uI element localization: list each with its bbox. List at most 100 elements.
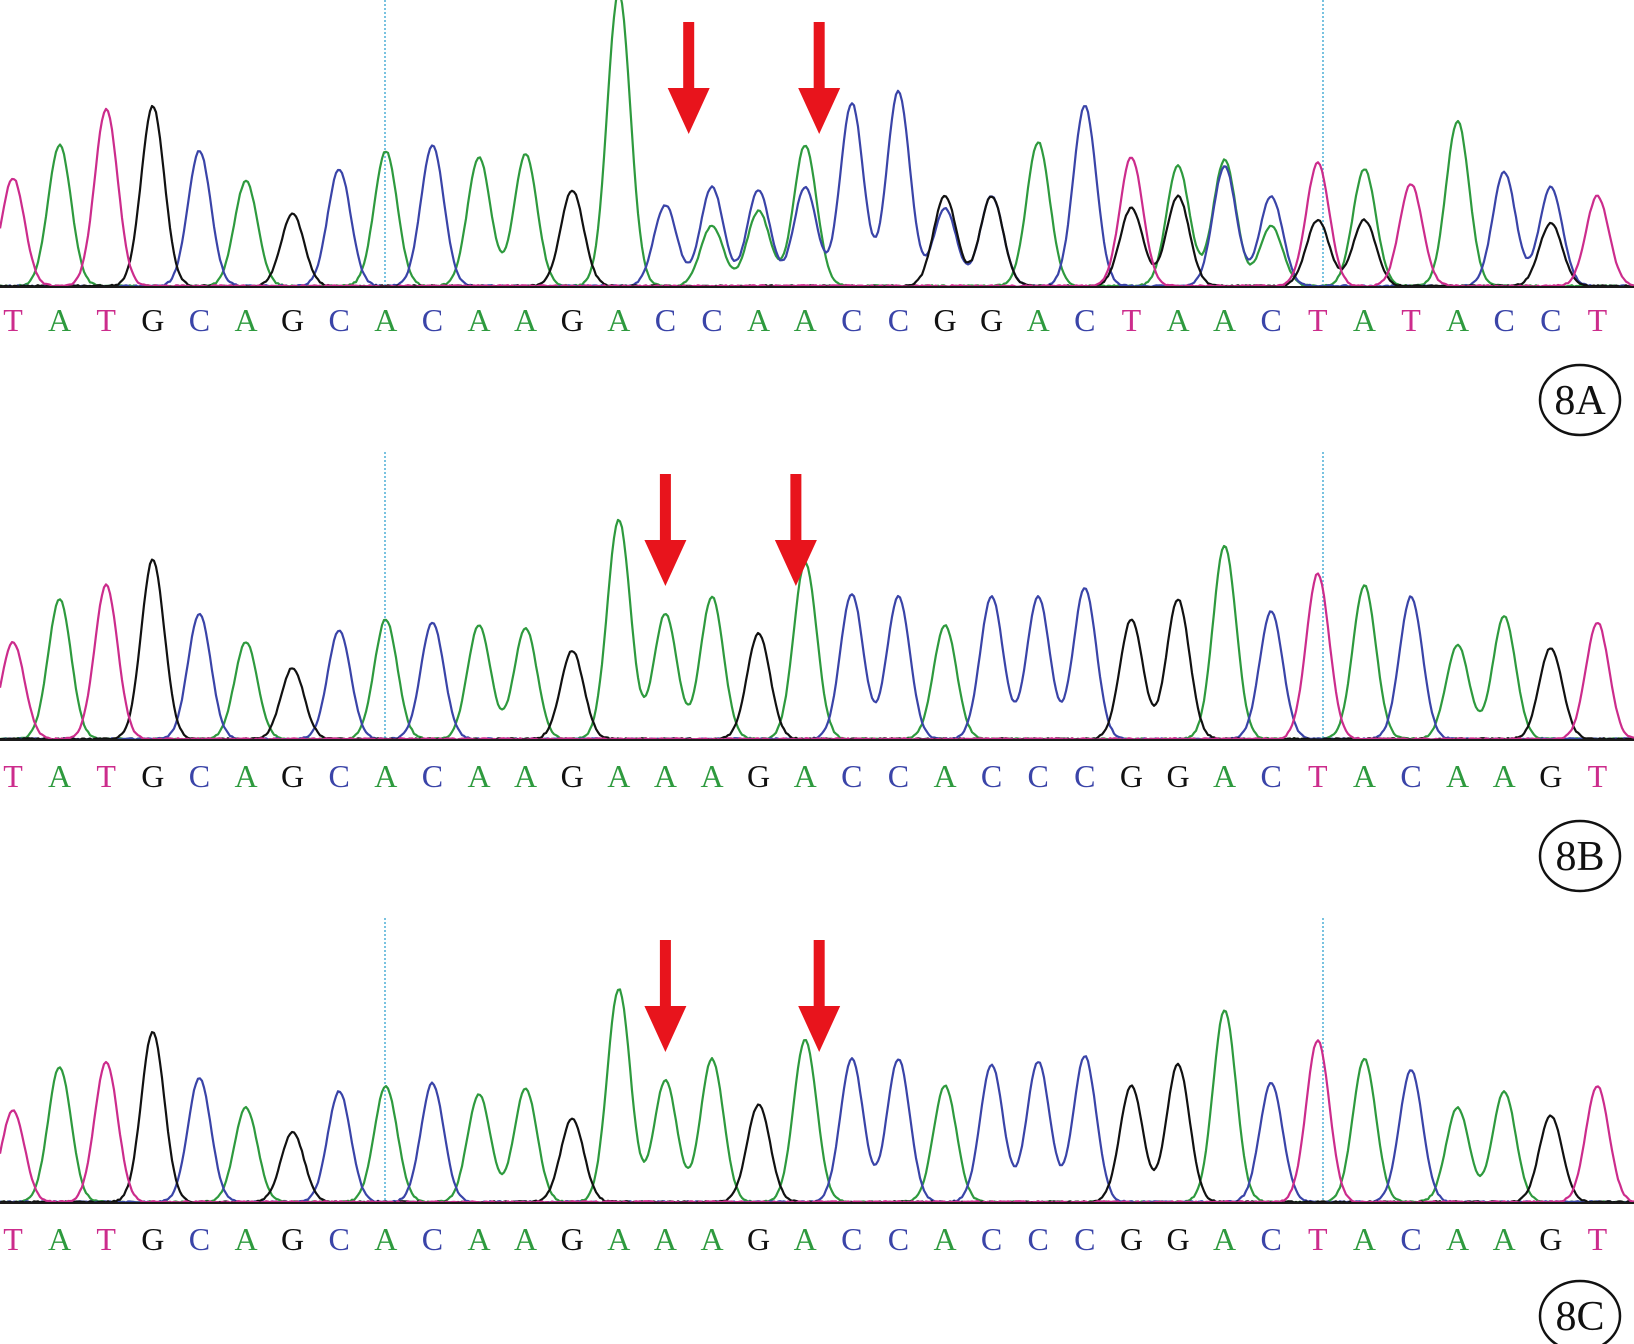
base-call-label: C	[422, 302, 443, 338]
base-call-label: A	[794, 758, 817, 794]
base-call-label: C	[1074, 1221, 1095, 1257]
base-call-label: A	[1446, 1221, 1469, 1257]
base-call-label: C	[329, 758, 350, 794]
base-call-label: G	[141, 302, 164, 338]
base-call-label: T	[96, 758, 116, 794]
base-call-label: A	[1213, 1221, 1236, 1257]
base-call-label: A	[1353, 1221, 1376, 1257]
base-call-label: G	[141, 758, 164, 794]
base-call-label: A	[48, 1221, 71, 1257]
base-call-label: C	[189, 1221, 210, 1257]
base-call-label: C	[1540, 302, 1561, 338]
red-arrow-icon	[667, 22, 710, 134]
base-call-label: G	[933, 302, 956, 338]
base-call-label: T	[1308, 1221, 1328, 1257]
base-call-label: C	[888, 1221, 909, 1257]
base-call-label: C	[981, 758, 1002, 794]
base-call-label: A	[1353, 758, 1376, 794]
base-call-label: A	[607, 758, 630, 794]
base-call-label: A	[700, 1221, 723, 1257]
base-call-label: A	[467, 1221, 490, 1257]
base-call-label: C	[329, 302, 350, 338]
base-call-label: A	[234, 758, 257, 794]
panel-label-circle	[1538, 363, 1622, 437]
base-call-label: T	[1588, 758, 1608, 794]
base-call-label: G	[281, 1221, 304, 1257]
base-call-label: T	[1588, 302, 1608, 338]
base-call-label: C	[329, 1221, 350, 1257]
base-call-label: C	[189, 302, 210, 338]
base-call-label: A	[1213, 302, 1236, 338]
base-call-label: A	[374, 758, 397, 794]
base-call-label: A	[747, 302, 770, 338]
base-call-label: A	[234, 302, 257, 338]
base-call-label: C	[841, 302, 862, 338]
base-call-label: C	[701, 302, 722, 338]
base-call-label: G	[561, 1221, 584, 1257]
base-call-label: T	[1122, 302, 1142, 338]
base-call-label: A	[514, 758, 537, 794]
base-call-label: A	[48, 758, 71, 794]
base-call-label: A	[1446, 302, 1469, 338]
base-call-label: A	[1166, 302, 1189, 338]
base-call-label: G	[281, 302, 304, 338]
base-call-label: A	[607, 1221, 630, 1257]
base-call-label: T	[3, 1221, 23, 1257]
base-call-label: T	[1588, 1221, 1608, 1257]
base-call-label: A	[654, 1221, 677, 1257]
base-call-label: C	[1400, 1221, 1421, 1257]
base-call-label: A	[374, 1221, 397, 1257]
base-call-label: C	[1028, 1221, 1049, 1257]
base-call-label: A	[933, 758, 956, 794]
base-call-label: T	[1401, 302, 1421, 338]
base-call-label: A	[607, 302, 630, 338]
base-call-label: A	[1493, 758, 1516, 794]
base-call-label: C	[841, 758, 862, 794]
base-call-label: G	[561, 758, 584, 794]
base-call-label: T	[3, 758, 23, 794]
base-call-label: G	[1120, 758, 1143, 794]
trace-t	[0, 107, 1634, 288]
base-call-label: A	[794, 1221, 817, 1257]
panel-8c: T A T G C A G C A C A A G A A A G A C C A C C C G G A C T A C A A G T8C	[0, 918, 1634, 1344]
base-call-label: A	[1213, 758, 1236, 794]
base-call-label: C	[888, 302, 909, 338]
base-call-label: T	[1308, 758, 1328, 794]
base-call-label: G	[1166, 1221, 1189, 1257]
base-call-label: A	[514, 302, 537, 338]
base-call-label: G	[1539, 758, 1562, 794]
trace-t	[0, 1039, 1634, 1204]
panel-label-circle	[1538, 819, 1622, 893]
panel-label: 8B	[1555, 834, 1604, 880]
panel-8a: T A T G C A G C A C A A G A C C A A C C G G A C T A A C T A T A C C T8A	[0, 0, 1634, 437]
panel-label: 8A	[1554, 378, 1606, 424]
base-call-label: A	[700, 758, 723, 794]
base-call-label: T	[3, 302, 23, 338]
base-call-label: G	[561, 302, 584, 338]
base-call-label: T	[96, 1221, 116, 1257]
base-call-label: C	[422, 1221, 443, 1257]
panel-label-circle	[1538, 1279, 1622, 1344]
base-call-label: T	[1308, 302, 1328, 338]
base-call-label: A	[654, 758, 677, 794]
red-arrow-icon	[798, 940, 841, 1052]
base-call-label: C	[1074, 302, 1095, 338]
base-call-label: A	[234, 1221, 257, 1257]
base-call-label: G	[281, 758, 304, 794]
base-call-label: G	[1166, 758, 1189, 794]
base-call-label: C	[422, 758, 443, 794]
base-call-label: G	[980, 302, 1003, 338]
base-call-label: G	[1539, 1221, 1562, 1257]
trace-a	[0, 988, 1634, 1204]
base-call-label: G	[1120, 1221, 1143, 1257]
panel-8b: T A T G C A G C A C A A G A A A G A C C A C C C G G A C T A C A A G T8B	[0, 452, 1634, 893]
base-call-label: C	[981, 1221, 1002, 1257]
base-call-label: A	[48, 302, 71, 338]
base-call-label: A	[1493, 1221, 1516, 1257]
base-call-label: A	[467, 758, 490, 794]
base-call-label: A	[1353, 302, 1376, 338]
base-call-label: A	[794, 302, 817, 338]
base-call-label: C	[1261, 1221, 1282, 1257]
red-arrow-icon	[644, 474, 687, 586]
